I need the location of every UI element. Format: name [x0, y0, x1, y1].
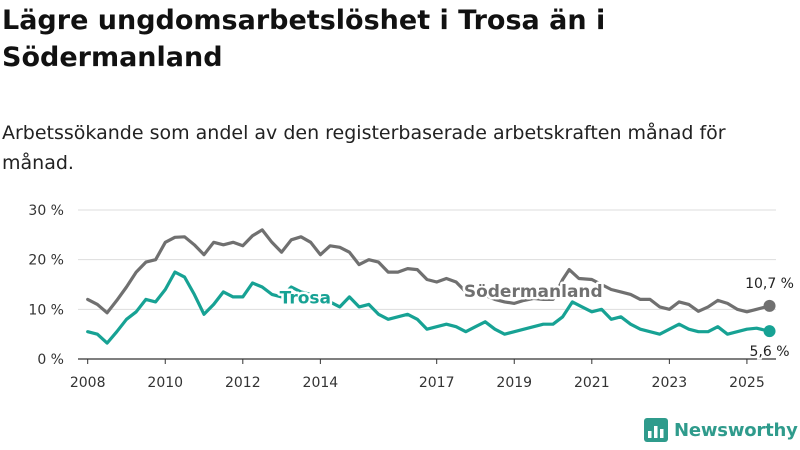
x-tick-label: 2023 [652, 375, 688, 391]
y-tick-label: 30 % [28, 203, 64, 219]
x-tick-label: 2021 [574, 375, 610, 391]
x-tick-label: 2010 [147, 375, 183, 391]
x-tick-label: 2017 [419, 375, 455, 391]
södermanland-series-label: Södermanland [464, 282, 603, 302]
bar-chart-logo-icon [644, 418, 668, 442]
x-tick-label: 2019 [496, 375, 532, 391]
trosa-series-label: Trosa [280, 288, 331, 308]
chart-subtitle: Arbetssökande som andel av den registerb… [2, 122, 726, 174]
trosa-end-label: 5,6 % [750, 344, 790, 360]
y-tick-label: 20 % [28, 253, 64, 269]
södermanland-end-point [763, 299, 776, 312]
trosa-end-point [763, 325, 776, 338]
brand-name: Newsworthy [674, 419, 798, 441]
y-tick-label: 10 % [28, 302, 64, 318]
södermanland-end-label: 10,7 % [745, 276, 794, 292]
brand-logo: Newsworthy [644, 418, 798, 442]
trosa-series-line [86, 270, 772, 345]
chart-title: Lägre ungdomsarbetslöshet i Trosa än i S… [2, 5, 606, 73]
södermanland-series-line [86, 228, 772, 315]
x-tick-label: 2012 [225, 375, 261, 391]
y-tick-label: 0 % [37, 352, 64, 368]
x-tick-label: 2014 [303, 375, 339, 391]
x-tick-label: 2025 [729, 375, 765, 391]
x-tick-label: 2008 [70, 375, 106, 391]
